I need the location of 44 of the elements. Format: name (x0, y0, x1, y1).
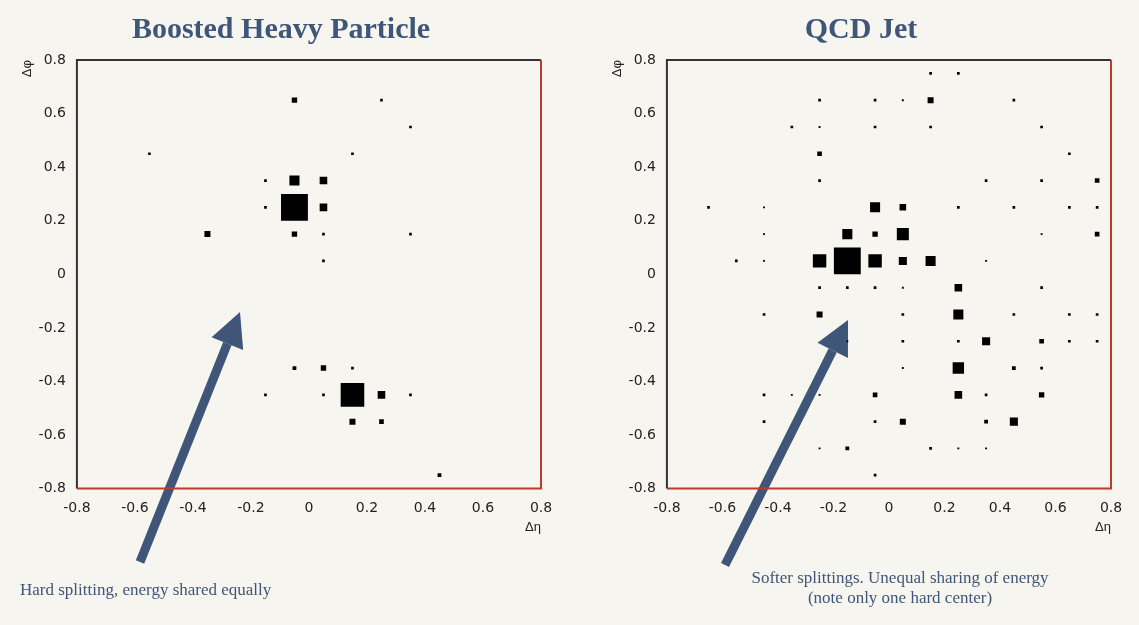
x-tick-label: 0 (304, 498, 314, 515)
y-tick-label: 0.8 (43, 50, 66, 67)
x-tick-label: 0.8 (529, 498, 553, 515)
y-tick-label: -0.4 (628, 372, 656, 389)
chart-title: QCD Jet (804, 10, 918, 44)
y-tick-label: -0.8 (628, 479, 656, 496)
chart-title: Boosted Heavy Particle (131, 10, 431, 44)
y-tick-label: 0.4 (43, 157, 67, 174)
x-tick-label: -0.6 (708, 498, 737, 515)
y-axis-title: Δφ (19, 60, 35, 78)
x-tick-label: 0.2 (933, 498, 956, 515)
y-tick-label: -0.8 (38, 479, 66, 496)
y-tick-label: -0.4 (38, 372, 66, 389)
y-tick-label: 0.4 (633, 157, 657, 174)
x-tick-label: 0 (884, 498, 894, 515)
x-tick-label: -0.8 (653, 498, 681, 515)
x-tick-label: -0.6 (121, 498, 149, 515)
x-tick-label: -0.4 (179, 498, 207, 515)
y-tick-label: 0 (646, 264, 656, 281)
x-tick-label: 0.4 (413, 498, 437, 515)
y-tick-label: 0.8 (633, 50, 656, 67)
y-tick-label: 0.6 (633, 104, 657, 121)
x-tick-label: 0.6 (471, 498, 495, 515)
y-tick-label: -0.2 (628, 318, 656, 335)
y-tick-label: 0 (56, 264, 66, 281)
text: Hard splitting, energy shared equally (20, 580, 273, 600)
x-tick-label: 0.8 (1099, 498, 1123, 515)
x-tick-label: 0.2 (355, 498, 379, 515)
text: Softer splittings. Unequal sharing of energy (note only one hard center) (750, 568, 1050, 608)
y-tick-label: -0.6 (628, 425, 656, 442)
y-tick-label: 0.2 (633, 211, 656, 228)
x-axis-title: Δη (1095, 518, 1111, 534)
x-axis-title: Δη (525, 518, 541, 534)
y-tick-label: -0.2 (38, 318, 66, 335)
y-tick-label: -0.6 (38, 425, 66, 442)
x-tick-label: 0.4 (988, 498, 1012, 515)
x-tick-label: -0.2 (237, 498, 265, 515)
x-tick-label: -0.8 (63, 498, 91, 515)
x-tick-label: -0.2 (819, 498, 848, 515)
y-tick-label: 0.2 (43, 211, 66, 228)
y-axis-title: Δφ (609, 60, 625, 78)
x-tick-label: -0.4 (764, 498, 792, 515)
y-tick-label: 0.6 (43, 104, 67, 121)
x-tick-label: 0.6 (1044, 498, 1067, 515)
